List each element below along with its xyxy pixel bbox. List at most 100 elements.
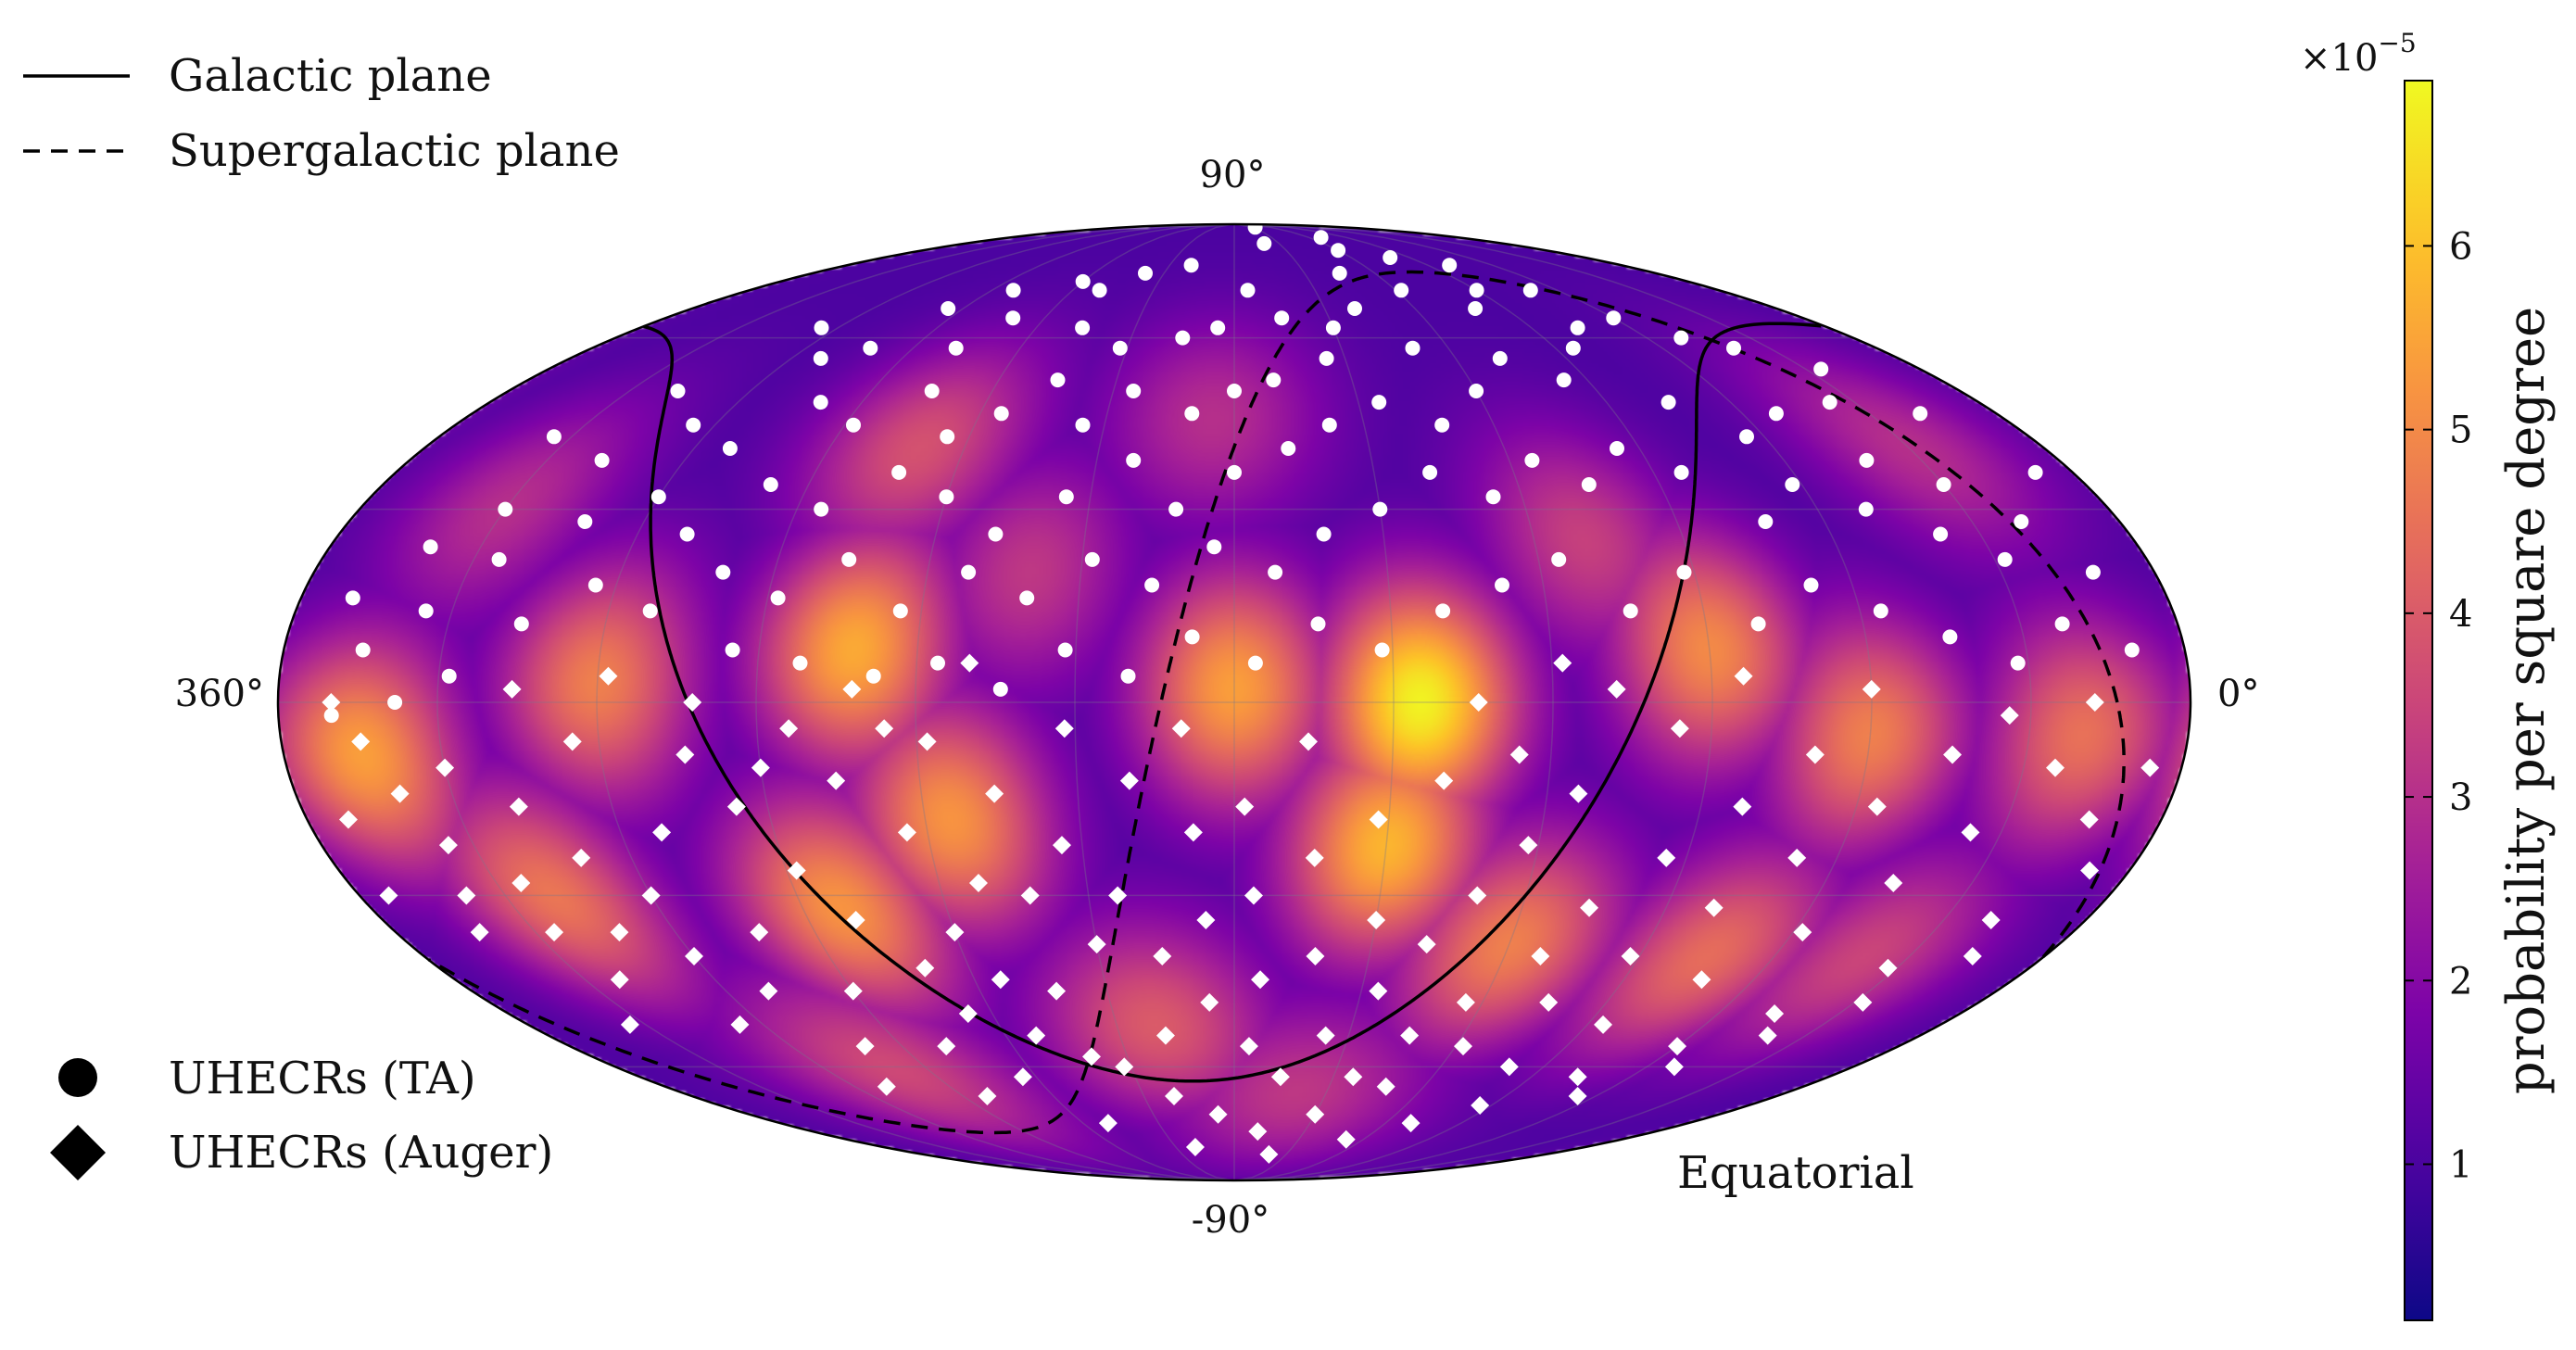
auger-event-marker: [915, 958, 935, 978]
ta-event-marker: [1227, 384, 1242, 398]
ta-event-marker: [792, 655, 808, 671]
ta-event-marker: [1551, 551, 1567, 567]
auger-event-marker: [1171, 719, 1191, 738]
ta-event-marker: [941, 301, 956, 316]
galactic-plane-line: [643, 322, 1822, 1083]
ta-event-marker: [770, 590, 786, 606]
ta-event-marker: [863, 340, 878, 356]
ta-event-marker: [1469, 384, 1484, 398]
auger-event-marker: [1733, 797, 1752, 816]
ta-event-marker: [1120, 668, 1136, 684]
auger-event-marker: [684, 946, 703, 965]
lon-label-left: 360°: [175, 673, 264, 715]
auger-event-marker: [1108, 886, 1128, 905]
ta-event-marker: [1372, 501, 1388, 517]
grid-meridian: [596, 223, 1235, 1181]
auger-event-marker: [1087, 935, 1106, 954]
ta-event-marker: [323, 708, 339, 724]
ta-event-marker: [940, 429, 955, 445]
auger-event-marker: [1568, 1087, 1587, 1106]
ta-event-marker: [577, 514, 593, 529]
auger-event-marker: [843, 981, 863, 1001]
grid-meridian: [1233, 223, 1554, 1181]
ta-event-marker: [1933, 526, 1949, 542]
auger-event-marker: [1668, 1037, 1687, 1056]
ta-event-marker: [1256, 235, 1272, 251]
colorbar-ticks: 1 2 3 4 5 6: [2405, 225, 2472, 1187]
auger-event-marker: [599, 666, 618, 686]
ta-event-marker: [1005, 283, 1021, 298]
auger-event-marker: [620, 1015, 639, 1034]
ta-event-marker: [355, 642, 371, 658]
ta-event-marker: [1183, 258, 1199, 273]
auger-event-marker: [1787, 848, 1807, 867]
ta-event-marker: [1676, 564, 1692, 580]
ta-event-marker: [1005, 310, 1021, 326]
auger-event-marker: [1594, 1015, 1613, 1034]
ta-event-marker: [1210, 320, 1226, 335]
colorbar-tick-label: 3: [2449, 776, 2472, 819]
ta-event-marker: [814, 501, 829, 517]
ta-event-marker: [1442, 258, 1458, 273]
auger-event-marker: [1306, 946, 1325, 965]
auger-event-marker: [1607, 679, 1626, 699]
auger-event-marker: [1081, 1047, 1101, 1066]
ta-event-marker: [1522, 283, 1538, 298]
auger-event-marker: [1664, 1057, 1684, 1077]
auger-event-marker: [726, 797, 746, 816]
auger-event-marker: [436, 758, 455, 777]
ta-event-marker: [2027, 464, 2043, 480]
auger-event-marker: [509, 797, 528, 816]
ta-event-marker: [2010, 655, 2026, 671]
auger-event-marker: [1013, 1067, 1032, 1087]
auger-event-marker: [787, 861, 806, 880]
grid-meridian: [1233, 223, 1873, 1181]
auger-event-marker: [991, 970, 1010, 990]
ta-event-marker: [1313, 230, 1329, 246]
ta-event-marker: [1281, 441, 1296, 456]
ta-event-marker: [1434, 417, 1450, 433]
ta-event-marker: [1227, 464, 1242, 480]
auger-event-marker: [1417, 935, 1436, 954]
auger-event-marker: [2045, 758, 2065, 777]
auger-event-marker: [1344, 1067, 1363, 1087]
ta-event-marker: [686, 417, 701, 433]
ta-event-marker: [1565, 340, 1581, 356]
auger-event-marker: [1758, 1026, 1777, 1045]
ta-event-marker: [1050, 372, 1066, 388]
ta-event-marker: [1175, 330, 1191, 346]
auger-event-marker: [1251, 970, 1270, 990]
ta-event-marker: [1495, 577, 1509, 593]
ta-event-marker: [387, 695, 403, 710]
auger-event-marker: [338, 810, 358, 829]
colorbar: 1 2 3 4 5 6 ×10−5 probability per square degr…: [2300, 28, 2557, 1321]
ta-event-marker: [1435, 603, 1451, 619]
auger-event-marker: [1471, 1096, 1490, 1116]
auger-event-marker: [1580, 898, 1599, 917]
ta-event-marker: [1768, 406, 1784, 422]
auger-event-marker: [676, 745, 695, 764]
auger-event-marker: [2085, 693, 2104, 712]
auger-event-marker: [1862, 679, 1881, 699]
ta-event-marker: [722, 441, 738, 456]
auger-event-marker: [457, 886, 476, 905]
auger-event-marker: [1164, 1087, 1183, 1106]
auger-event-marker: [1657, 848, 1676, 867]
auger-event-marker: [1369, 810, 1388, 829]
auger-event-marker: [2140, 758, 2160, 777]
auger-event-marker: [1336, 1129, 1356, 1149]
ta-event-marker: [1623, 603, 1638, 619]
ta-event-marker: [2054, 616, 2070, 632]
auger-event-marker: [945, 923, 965, 942]
ta-event-marker: [1247, 220, 1263, 235]
ta-event-marker: [1126, 452, 1142, 468]
colorbar-tick-label: 4: [2449, 593, 2472, 636]
ta-event-marker: [1859, 452, 1875, 468]
ta-event-marker: [988, 526, 1004, 542]
ta-event-marker: [1371, 395, 1387, 410]
ta-event-marker: [1316, 526, 1332, 542]
ta-event-marker: [1266, 372, 1282, 388]
ta-event-marker: [1556, 372, 1572, 388]
ta-event-marker: [892, 603, 908, 619]
auger-event-marker: [1367, 911, 1386, 930]
